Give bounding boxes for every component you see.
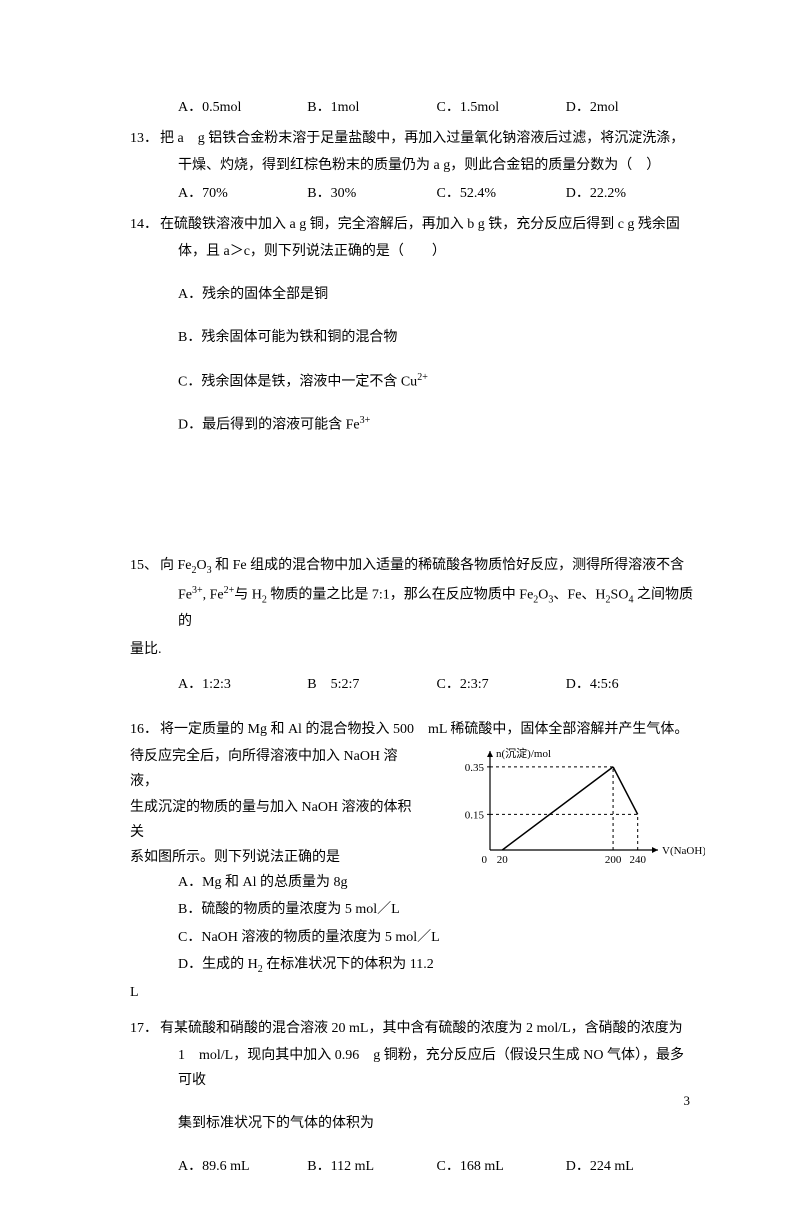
q14-num: 14． <box>130 212 160 237</box>
q14-optC: C．残余固体是铁，溶液中一定不含 Cu2+ <box>130 369 695 395</box>
q15-optA: A．1:2:3 <box>178 672 307 697</box>
q17-num: 17． <box>130 1016 160 1041</box>
q16-optA: A．Mg 和 Al 的总质量为 8g <box>130 870 468 895</box>
q16-textL: L <box>130 980 695 1005</box>
q15-text3: 量比. <box>130 637 695 662</box>
page-number: 3 <box>684 1089 691 1112</box>
q16-optD: D．生成的 H2 在标准状况下的体积为 11.2 <box>130 952 468 979</box>
q17-optC: C．168 mL <box>437 1154 566 1179</box>
svg-text:n(沉淀)/mol: n(沉淀)/mol <box>496 746 551 760</box>
q14: 14． 在硫酸铁溶液中加入 a g 铜，完全溶解后，再加入 b g 铁，充分反应… <box>130 212 695 438</box>
q16-text3: 生成沉淀的物质的量与加入 NaOH 溶液的体积关 <box>130 795 420 845</box>
svg-text:20: 20 <box>497 854 509 866</box>
q13-optC: C．52.4% <box>437 181 566 206</box>
q17-optA: A．89.6 mL <box>178 1154 307 1179</box>
q17-text1: 有某硫酸和硝酸的混合溶液 20 mL，其中含有硫酸的浓度为 2 mol/L，含硝… <box>160 1016 695 1041</box>
q13-text1: 把 a g 铝铁合金粉末溶于足量盐酸中，再加入过量氧化钠溶液后过滤，将沉淀洗涤， <box>160 126 695 151</box>
svg-text:0: 0 <box>482 854 488 866</box>
q12-optC: C．1.5mol <box>437 95 566 120</box>
q14-optB: B．残余固体可能为铁和铜的混合物 <box>130 325 695 350</box>
q16-optB: B．硫酸的物质的量浓度为 5 mol／L <box>130 897 468 922</box>
q16-optC: C．NaOH 溶液的物质的量浓度为 5 mol／L <box>130 925 468 950</box>
q17-text3: 集到标准状况下的气体的体积为 <box>130 1111 695 1136</box>
q17-optB: B．112 mL <box>307 1154 436 1179</box>
q14-text2: 体，且 a＞c，则下列说法正确的是（ ） <box>130 239 695 264</box>
svg-text:0.35: 0.35 <box>465 762 485 774</box>
q15: 15、 向 Fe2O3 和 Fe 组成的混合物中加入适量的稀硫酸各物质恰好反应，… <box>130 553 695 697</box>
q13-num: 13． <box>130 126 160 151</box>
q13-optA: A．70% <box>178 181 307 206</box>
q16-num: 16． <box>130 717 160 742</box>
q13-options: A．70% B．30% C．52.4% D．22.2% <box>130 181 695 206</box>
q12-optB: B．1mol <box>307 95 436 120</box>
q17: 17． 有某硫酸和硝酸的混合溶液 20 mL，其中含有硫酸的浓度为 2 mol/… <box>130 1016 695 1180</box>
q17-optD: D．224 mL <box>566 1154 695 1179</box>
q15-optD: D．4:5:6 <box>566 672 695 697</box>
q17-options: A．89.6 mL B．112 mL C．168 mL D．224 mL <box>130 1154 695 1179</box>
q14-optD: D．最后得到的溶液可能含 Fe3+ <box>130 412 695 438</box>
svg-text:240: 240 <box>629 854 646 866</box>
q15-num: 15、 <box>130 553 160 580</box>
q13-optD: D．22.2% <box>566 181 695 206</box>
q15-text2: Fe3+, Fe2+与 H2 物质的量之比是 7:1，那么在反应物质中 Fe2O… <box>130 582 695 635</box>
q13-text2: 干燥、灼烧，得到红棕色粉末的质量仍为 a g，则此合金铝的质量分数为（ ） <box>130 153 695 178</box>
svg-text:0.15: 0.15 <box>465 809 485 821</box>
q16-text2: 待反应完全后，向所得溶液中加入 NaOH 溶液， <box>130 744 420 794</box>
q15-optB: B 5:2:7 <box>307 672 436 697</box>
svg-text:200: 200 <box>605 854 622 866</box>
q14-optA: A．残余的固体全部是铜 <box>130 282 695 307</box>
q12-optD: D．2mol <box>566 95 695 120</box>
q17-text2: 1 mol/L，现向其中加入 0.96 g 铜粉，充分反应后（假设只生成 NO … <box>130 1043 695 1093</box>
q15-text1: 向 Fe2O3 和 Fe 组成的混合物中加入适量的稀硫酸各物质恰好反应，测得所得… <box>160 553 695 580</box>
svg-text:V(NaOH)/mL: V(NaOH)/mL <box>662 845 705 857</box>
q15-options: A．1:2:3 B 5:2:7 C．2:3:7 D．4:5:6 <box>130 672 695 697</box>
q16-chart: n(沉淀)/mol 0.35 0.15 V(NaOH)/mL 0 20 200 240 <box>455 737 705 872</box>
q15-optC: C．2:3:7 <box>437 672 566 697</box>
q12-optA: A．0.5mol <box>178 95 307 120</box>
q16-text4: 系如图所示。则下列说法正确的是 <box>130 845 420 870</box>
q13: 13． 把 a g 铝铁合金粉末溶于足量盐酸中，再加入过量氧化钠溶液后过滤，将沉… <box>130 126 695 206</box>
q16: 16． 将一定质量的 Mg 和 Al 的混合物投入 500 mL 稀硫酸中，固体… <box>130 717 695 1006</box>
q14-text1: 在硫酸铁溶液中加入 a g 铜，完全溶解后，再加入 b g 铁，充分反应后得到 … <box>160 212 695 237</box>
q13-optB: B．30% <box>307 181 436 206</box>
q12-options: A．0.5mol B．1mol C．1.5mol D．2mol <box>130 95 695 120</box>
